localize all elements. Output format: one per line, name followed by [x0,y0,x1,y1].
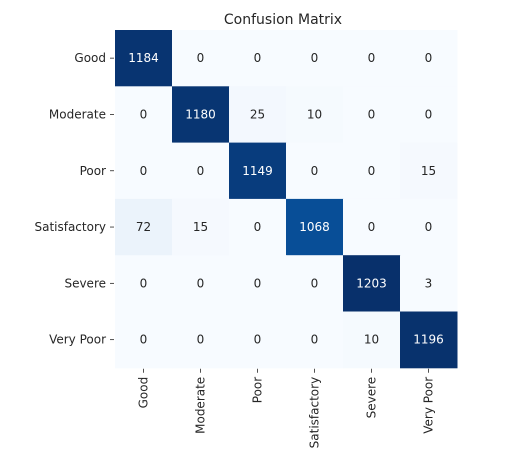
cell-value-label: 15 [421,164,436,178]
cell-value-label: 72 [136,220,151,234]
x-axis-ticks: Good Moderate Poor Satisfactory Severe Very P… [137,369,436,449]
cell-value-label: 0 [197,276,205,290]
y-tick-label-satisfactory: Satisfactory [34,220,106,234]
cell-value-label: 10 [307,107,322,121]
cell-value-label: 0 [254,220,262,234]
cell-value-label: 0 [140,333,148,347]
cell-value-label: 0 [368,220,376,234]
y-tick-label-severe: Severe [64,276,106,290]
cell-value-label: 1203 [356,276,387,290]
cell-value-label: 25 [250,107,265,121]
cell-value-label: 0 [425,220,433,234]
cell-value-label: 0 [140,107,148,121]
cell-value-label: 0 [311,51,319,65]
cell-value-label: 0 [311,164,319,178]
cell-value-label: 0 [368,164,376,178]
cell-value-label: 0 [254,276,262,290]
cell-value-label: 1149 [242,164,273,178]
cell-value-label: 0 [311,276,319,290]
cell-value-label: 0 [254,51,262,65]
x-tick-label-moderate: Moderate [194,377,208,434]
y-tick-label-poor: Poor [80,164,106,178]
cell-value-label: 0 [140,276,148,290]
cell-value-label: 10 [364,333,379,347]
cell-value-label: 0 [254,333,262,347]
y-axis-ticks: Good Moderate Poor Satisfactory Severe Very P… [34,51,114,347]
cell-value-label: 0 [197,164,205,178]
x-tick-label-good: Good [137,377,151,409]
cell-value-label: 1184 [128,51,159,65]
x-tick-label-poor: Poor [251,377,265,403]
y-tick-label-good: Good [74,51,106,65]
x-tick-label-very-poor: Very Poor [422,377,436,434]
cell-value-label: 1068 [299,220,330,234]
cell-value-label: 15 [193,220,208,234]
x-tick-label-satisfactory: Satisfactory [308,377,322,449]
cell-value-label: 1196 [413,333,444,347]
cell-value-label: 1180 [185,107,216,121]
cell-value-label: 0 [425,107,433,121]
cell-value-label: 0 [197,51,205,65]
y-tick-label-very-poor: Very Poor [49,333,106,347]
cell-value-label: 0 [425,51,433,65]
cell-value-label: 3 [425,276,433,290]
heatmap-cells: 1184 0 0 0 0 0 0 1180 25 10 0 0 0 0 1149 0 0 15 72 15 0 1068 0… [115,30,458,368]
cell-value-label: 0 [368,107,376,121]
cell-value-label: 0 [368,51,376,65]
cell-value-label: 0 [197,333,205,347]
cell-value-label: 0 [140,164,148,178]
cell-value-label: 0 [311,333,319,347]
chart-title: Confusion Matrix [224,12,342,28]
y-tick-label-moderate: Moderate [49,107,106,121]
x-tick-label-severe: Severe [365,377,379,419]
